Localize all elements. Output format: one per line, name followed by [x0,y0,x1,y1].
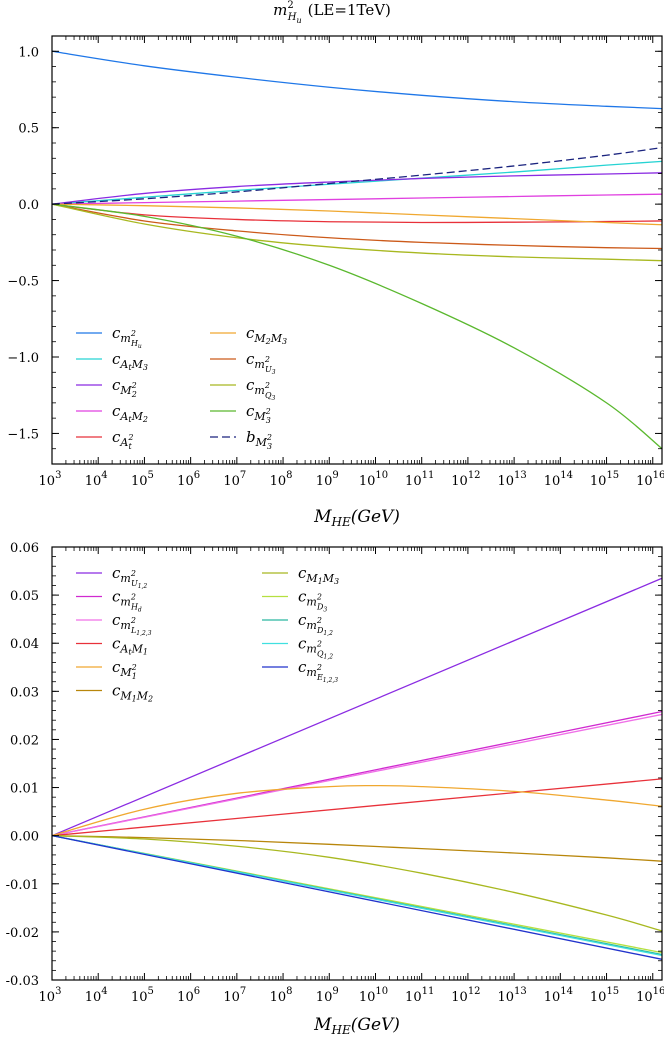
legend-label: cm2 E1,2,3 [298,658,338,684]
top-axes: 103 104 105 106 107 108 109 1010 1011 1012 1013 101… [7,35,664,489]
x-tick-label: 103 [39,470,62,489]
series-line [51,778,663,837]
legend-label: cA2 t [112,428,133,451]
legend-label: cAtM1 [112,635,148,657]
series-line [51,193,663,205]
legend-label: cm2 D3 [298,588,327,614]
y-tick-label: −0.5 [7,275,39,290]
legend-label: cm2 D1,2 [298,611,333,637]
x-tick-label: 105 [131,986,154,1005]
top-chart: m2 Hu(LE=1TeV) 103 104 105 106 107 108 109 1010 1… [7,0,664,529]
x-tick-label: 1014 [544,470,573,489]
y-tick-label: 0.02 [10,733,39,748]
bottom-x-axis-label: MHE(GeV) [313,1015,400,1037]
bottom-chart: 103 104 105 106 107 108 109 1010 1011 1012 1013 101… [6,541,664,1037]
x-tick-label: 1012 [451,470,480,489]
y-tick-label: 0.04 [10,637,39,652]
x-tick-label: 1013 [497,986,526,1005]
legend-label: cM2 3 [246,402,271,425]
y-tick-label: 0.00 [10,830,39,845]
x-tick-label: 109 [316,986,339,1005]
legend-label: cm2 Hd [112,588,142,614]
x-tick-label: 104 [85,986,108,1005]
y-tick-label: 0.5 [18,122,39,137]
legend-label: bM2 3 [246,428,272,451]
series-line [51,203,663,226]
series-line [51,160,663,205]
y-tick-label: 0.03 [10,685,39,700]
legend-label: cM2 2 [112,376,137,399]
top-plot-frame [51,35,663,465]
x-tick-label: 107 [223,986,246,1005]
legend-label: cM2M3 [246,324,287,346]
y-tick-label: 0.01 [10,782,39,797]
x-tick-label: 1014 [544,986,573,1005]
x-tick-label: 108 [270,470,293,489]
x-tick-label: 1016 [636,986,664,1005]
y-tick-label: −1.0 [7,351,39,366]
legend-label: cm2 Hu [112,324,142,350]
y-tick-label: 0.05 [10,589,39,604]
x-tick-label: 106 [177,986,200,1005]
y-tick-label: 1.0 [18,45,39,60]
y-tick-label: -0.01 [6,878,39,893]
bottom-axes: 103 104 105 106 107 108 109 1010 1011 1012 1013 101… [6,541,664,1005]
legend-label: cm2 U3 [246,350,276,376]
x-tick-label: 1010 [359,986,388,1005]
x-tick-label: 105 [131,470,154,489]
x-tick-label: 1015 [590,986,619,1005]
x-tick-label: 107 [223,470,246,489]
legend-label: cm2 L1,2,3 [112,611,152,637]
x-tick-label: 1015 [590,470,619,489]
series-line [51,203,663,450]
legend-label: cm2 U1,2 [112,564,147,590]
y-tick-label: −1.5 [7,427,39,442]
top-plot-area [51,50,663,450]
series-line [51,50,663,110]
x-tick-label: 1013 [497,470,526,489]
x-tick-label: 1016 [636,470,664,489]
series-line [51,146,663,205]
chart-title: m2 Hu(LE=1TeV) [273,0,391,25]
legend-label: cM2 1 [112,658,137,681]
y-tick-label: -0.02 [6,926,39,941]
series-line [51,203,663,262]
series-line [51,203,663,250]
x-tick-label: 104 [85,470,108,489]
y-tick-label: 0.0 [18,198,39,213]
series-line [51,713,663,837]
legend-label: cm2 Q3 [246,376,276,402]
legend-label: cM1M3 [298,564,339,586]
legend-label: cAtM3 [112,350,148,372]
series-line [51,784,663,837]
series-line [51,835,663,862]
y-tick-label: -0.03 [6,974,39,989]
series-line [51,577,663,837]
x-tick-label: 1012 [451,986,480,1005]
series-line [51,203,663,224]
legend-label: cm2 Q1,2 [298,635,333,661]
x-tick-label: 106 [177,470,200,489]
x-tick-label: 1011 [405,986,434,1005]
x-tick-label: 109 [316,470,339,489]
bottom-plot-frame [51,546,663,981]
top-x-axis-label: MHE(GeV) [313,507,400,529]
bottom-plot-area [51,577,663,960]
legend-label: cM1M2 [112,682,153,704]
x-tick-label: 108 [270,986,293,1005]
y-tick-label: 0.06 [10,541,39,556]
x-tick-label: 103 [39,986,62,1005]
x-tick-label: 1010 [359,470,388,489]
legend-label: cAtM2 [112,402,148,424]
x-tick-label: 1011 [405,470,434,489]
series-line [51,835,663,960]
series-line [51,835,663,932]
